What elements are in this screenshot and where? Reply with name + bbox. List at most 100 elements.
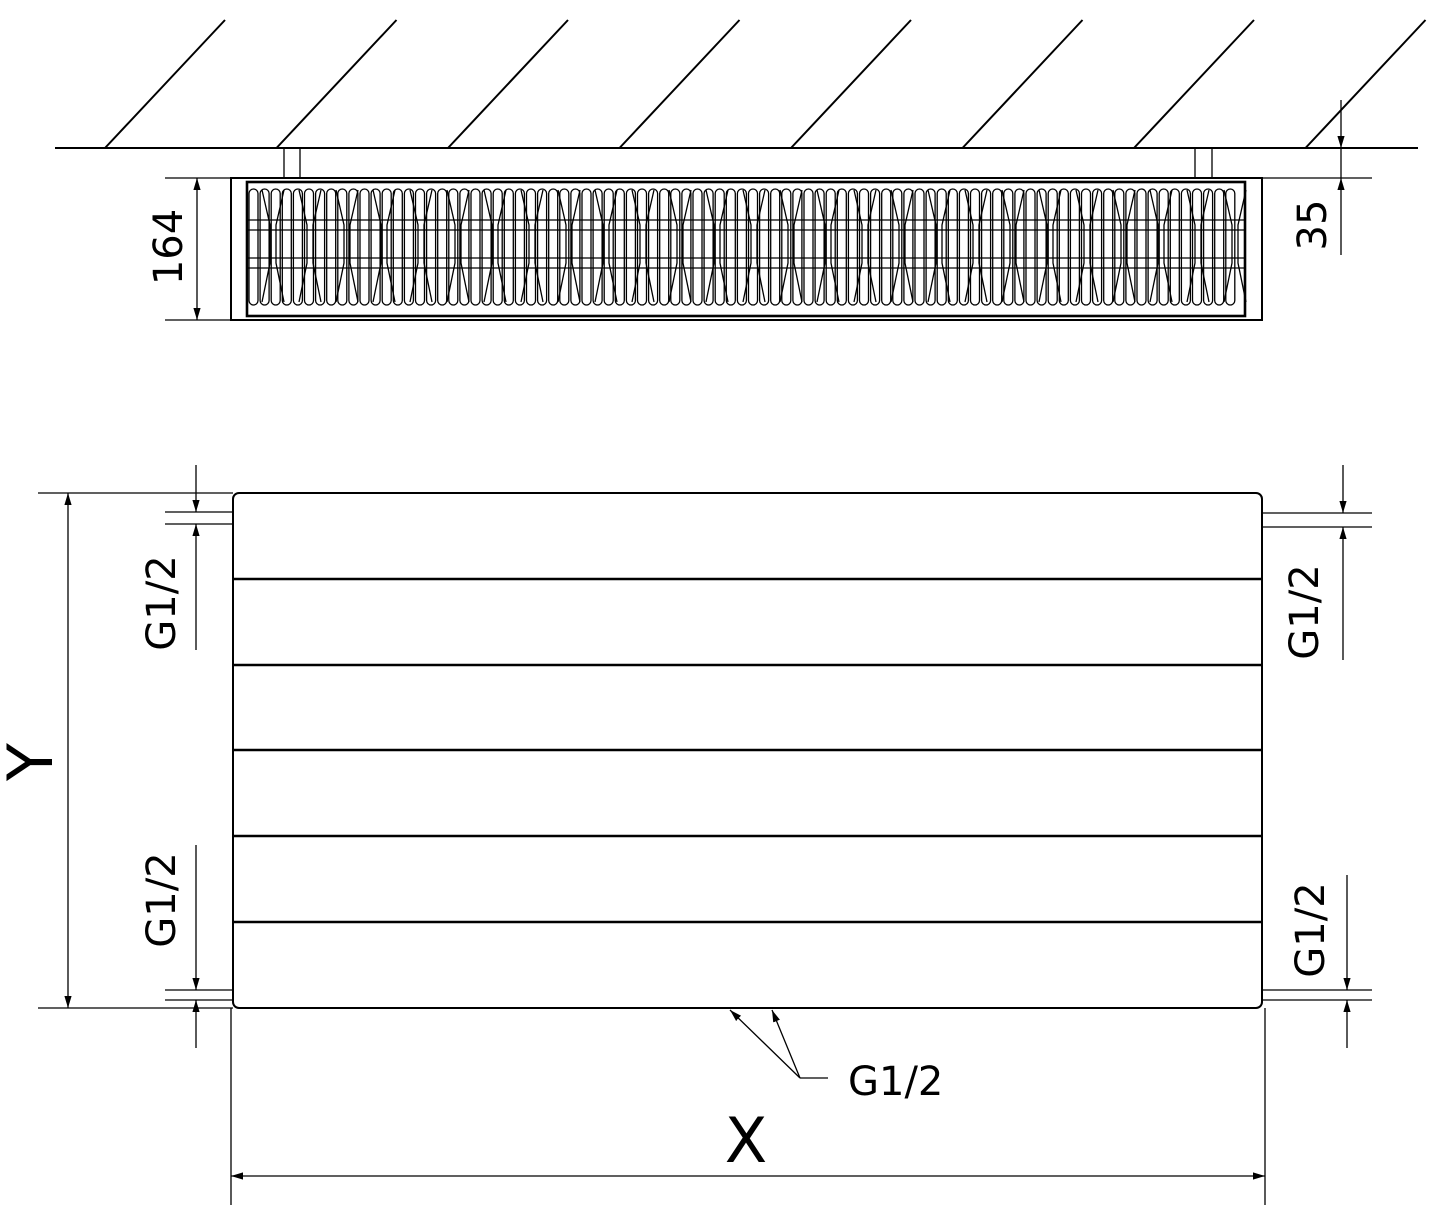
fin (659, 188, 670, 306)
bottom-connection: G1/2 (729, 1009, 943, 1105)
fin (337, 188, 348, 306)
right-top-connection: G1/2 (1262, 465, 1372, 660)
fin (1136, 188, 1147, 306)
left-bottom-connection: G1/2 (139, 845, 233, 1048)
fin (1025, 188, 1036, 306)
wall-hatching (104, 19, 1427, 149)
fin (592, 188, 603, 306)
fin (1080, 188, 1092, 306)
fin (714, 188, 725, 306)
fin (625, 188, 637, 306)
fin (448, 188, 459, 306)
fin (969, 188, 981, 306)
fin-bracket (1149, 189, 1173, 303)
fin (270, 188, 281, 306)
fin (636, 188, 648, 306)
fin (503, 188, 514, 306)
fin (747, 188, 759, 306)
fin (703, 188, 714, 306)
fin (259, 188, 270, 306)
fin (536, 188, 548, 306)
fin-bracket (557, 189, 581, 303)
fin (559, 188, 570, 306)
width-dimension: X (230, 1008, 1266, 1205)
fin (1214, 188, 1225, 306)
fin (525, 188, 537, 306)
left-top-connection: G1/2 (139, 465, 233, 651)
fin-bracket (742, 189, 766, 303)
fin (858, 188, 870, 306)
hatch-line (447, 19, 569, 149)
fin (570, 188, 581, 306)
right-bottom-connection-label: G1/2 (1288, 882, 1334, 977)
fin (1225, 188, 1236, 306)
fin-bracket (483, 189, 507, 303)
fin (1180, 188, 1192, 306)
depth-dimension: 164 (146, 177, 231, 321)
fin-bracket (1112, 189, 1136, 303)
radiator-top-section (230, 177, 1263, 321)
fin-bracket (1038, 189, 1062, 303)
fin (914, 188, 925, 306)
fin-bracket (890, 189, 914, 303)
fin (947, 188, 958, 306)
fin-bracket (446, 189, 470, 303)
fin (481, 188, 492, 306)
fin-bracket (1075, 189, 1099, 303)
fin (925, 188, 936, 306)
fin-bracket (372, 189, 396, 303)
fin (681, 188, 692, 306)
fin (1091, 188, 1103, 306)
fin (881, 188, 892, 306)
fin-bracket (335, 189, 359, 303)
fin (958, 188, 970, 306)
width-label: X (725, 1104, 767, 1177)
fin-bracket (409, 189, 433, 303)
fin (1202, 188, 1214, 306)
fin (292, 188, 304, 306)
fin (425, 188, 437, 306)
fin (758, 188, 770, 306)
wall (55, 19, 1427, 149)
fin (359, 188, 370, 306)
bottom-connection-label: G1/2 (848, 1059, 943, 1105)
wall-brackets (283, 147, 1213, 179)
fin (1014, 188, 1025, 306)
fin-bracket (816, 189, 840, 303)
left-top-connection-label: G1/2 (139, 555, 185, 650)
wall-gap-dimension: 35 (1262, 100, 1372, 255)
fin (1191, 188, 1203, 306)
right-bottom-connection: G1/2 (1262, 875, 1372, 1048)
fin (603, 188, 614, 306)
fin (836, 188, 847, 306)
hatch-line (961, 19, 1084, 149)
fin-bracket (927, 189, 951, 303)
fin (459, 188, 470, 306)
fin-bracket (1186, 189, 1210, 303)
hatch-line (1133, 19, 1255, 149)
hatch-line (1304, 19, 1427, 149)
fin (1003, 188, 1014, 306)
fin (892, 188, 903, 306)
fin-bracket (631, 189, 655, 303)
fin (670, 188, 681, 306)
fin (348, 188, 359, 306)
fin (869, 188, 881, 306)
hatch-line (618, 19, 741, 149)
fin (781, 188, 792, 306)
fin (1069, 188, 1081, 306)
fin (936, 188, 947, 306)
fin (370, 188, 381, 306)
fin (647, 188, 659, 306)
fin (992, 188, 1003, 306)
fin (1169, 188, 1180, 306)
fin (1125, 188, 1136, 306)
fin (492, 188, 503, 306)
fin (381, 188, 392, 306)
fin (1058, 188, 1069, 306)
fin (303, 188, 315, 306)
wall-gap-dimension-label: 35 (1290, 200, 1336, 251)
fin (414, 188, 426, 306)
fin-bracket (779, 189, 803, 303)
